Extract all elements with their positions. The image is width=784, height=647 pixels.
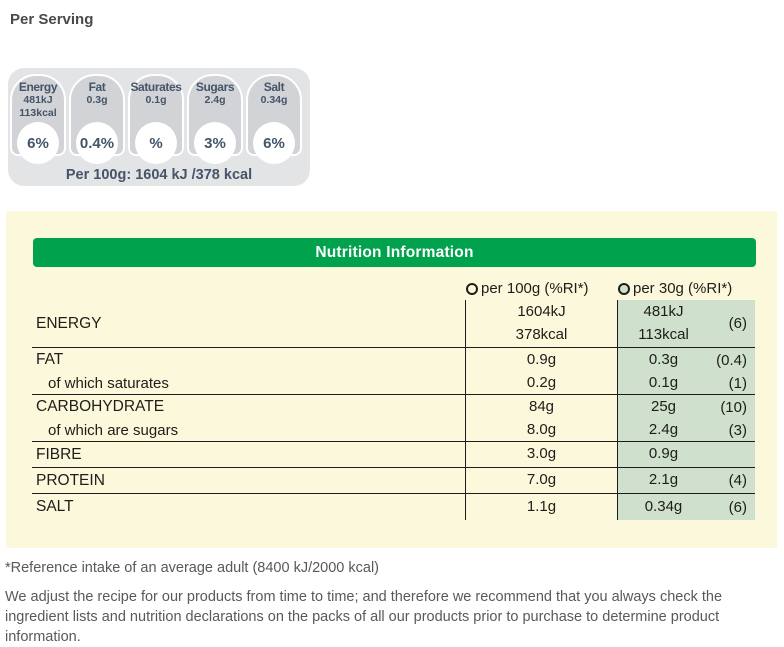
per-30g-value: 0.1g bbox=[648, 373, 679, 391]
badge-nutrient-name: Salt bbox=[263, 80, 285, 94]
table-row: FIBRE 3.0g 0.9g bbox=[32, 442, 755, 468]
badge-nutrient-name: Fat bbox=[88, 80, 106, 94]
per-30g-radio[interactable] bbox=[618, 282, 630, 295]
table-row: ENERGY 1604kJ 378kcal 481kJ 113kcal (6) bbox=[32, 300, 755, 348]
row-label: ENERGY bbox=[36, 314, 102, 332]
ri-percent: (0.4) bbox=[716, 351, 747, 369]
per-30g-value: 0.34g bbox=[644, 497, 683, 515]
per-100g-cell: 0.9g bbox=[465, 348, 617, 372]
per-30g-cell: 2.1g (4) bbox=[617, 468, 755, 493]
per-30g-value: 0.3g bbox=[648, 350, 679, 368]
badge-amount: 481kJ bbox=[23, 94, 53, 106]
nutrition-table-title: Nutrition Information bbox=[33, 238, 756, 267]
row-label: PROTEIN bbox=[36, 471, 105, 489]
ri-percent: (1) bbox=[728, 374, 747, 392]
ri-percent: (3) bbox=[728, 421, 747, 439]
nutrient-badge: Fat 0.3g 0.4% bbox=[69, 74, 125, 164]
per-30g-value: 2.1g bbox=[648, 471, 679, 489]
table-row: of which are sugars 8.0g 2.4g (3) bbox=[32, 419, 755, 442]
ri-percent: (4) bbox=[728, 472, 747, 489]
ri-percent: (6) bbox=[728, 315, 747, 332]
badge-amount: 2.4g bbox=[204, 94, 226, 106]
per-30g-cell: 0.3g (0.4) bbox=[617, 348, 755, 372]
badge-nutrient-name: Energy bbox=[18, 80, 58, 94]
badge-percent-circle: 6% bbox=[253, 122, 295, 164]
per-30g-value: 25g bbox=[650, 397, 677, 415]
nutrition-table: ENERGY 1604kJ 378kcal 481kJ 113kcal (6) FAT 0.9… bbox=[32, 300, 755, 520]
row-label: SALT bbox=[36, 498, 74, 515]
per-30g-cell: 0.9g bbox=[617, 442, 755, 467]
ri-percent: (6) bbox=[728, 498, 747, 516]
badge-amount: 113kcal bbox=[19, 107, 57, 120]
column-header-label: per 30g (%RI*) bbox=[633, 280, 733, 297]
column-header-label: per 100g (%RI*) bbox=[481, 280, 589, 297]
row-label: of which saturates bbox=[48, 374, 169, 392]
badge-amount: 0.3g bbox=[86, 94, 108, 106]
table-row: PROTEIN 7.0g 2.1g (4) bbox=[32, 468, 755, 494]
per-100g-cell: 7.0g bbox=[465, 468, 617, 493]
row-label: CARBOHYDRATE bbox=[36, 398, 165, 415]
reference-intake-footnote: *Reference intake of an average adult (8… bbox=[5, 560, 380, 576]
table-row: SALT 1.1g 0.34g (6) bbox=[32, 494, 755, 520]
column-header-per-100g: per 100g (%RI*) bbox=[465, 277, 617, 300]
table-row: FAT 0.9g 0.3g (0.4) bbox=[32, 348, 755, 372]
traffic-light-badges: Energy 481kJ 113kcal 6% Fat 0.3g 0.4% Saturates… bbox=[8, 68, 310, 164]
per-30g-value: 0.9g bbox=[648, 445, 679, 463]
recipe-disclaimer: We adjust the recipe for our products fr… bbox=[5, 589, 723, 645]
per-100g-cell: 8.0g bbox=[465, 419, 617, 441]
per-serving-heading: Per Serving bbox=[10, 11, 94, 28]
per-30g-cell: 0.1g (1) bbox=[617, 372, 755, 394]
badge-nutrient-name: Saturates bbox=[130, 80, 182, 94]
badge-percent-circle: % bbox=[135, 122, 177, 164]
badge-amount: 0.1g bbox=[145, 94, 167, 106]
badge-amount: 0.34g bbox=[260, 94, 288, 106]
per-30g-value: 2.4g bbox=[648, 420, 679, 438]
per-30g-value: 481kJ 113kcal bbox=[638, 303, 689, 343]
nutrition-panel: Nutrition Information per 100g (%RI*) pe… bbox=[6, 211, 777, 548]
nutrient-badge: Saturates 0.1g% bbox=[128, 74, 184, 164]
nutrient-badge: Energy 481kJ 113kcal 6% bbox=[10, 74, 66, 164]
per-100g-summary: Per 100g: 1604 kJ /378 kcal bbox=[65, 167, 253, 183]
per-100g-cell: 3.0g bbox=[465, 442, 617, 467]
row-label: FAT bbox=[36, 351, 64, 368]
nutrient-badge: Sugars 2.4g 3% bbox=[187, 74, 243, 164]
table-row: CARBOHYDRATE 84g 25g (10) bbox=[32, 395, 755, 419]
nutrient-badge: Salt 0.34g 6% bbox=[246, 74, 302, 164]
column-header-per-30g: per 30g (%RI*) bbox=[617, 277, 755, 300]
row-label: FIBRE bbox=[36, 445, 82, 463]
per-30g-cell: 2.4g (3) bbox=[617, 419, 755, 441]
per-100g-cell: 84g bbox=[465, 395, 617, 419]
badge-percent-circle: 6% bbox=[17, 122, 59, 164]
ri-percent: (10) bbox=[720, 398, 747, 416]
badge-nutrient-name: Sugars bbox=[195, 80, 235, 94]
per-30g-cell: 25g (10) bbox=[617, 395, 755, 419]
per-100g-cell: 0.2g bbox=[465, 372, 617, 394]
badge-percent-circle: 3% bbox=[194, 122, 236, 164]
per-30g-cell: 0.34g (6) bbox=[617, 494, 755, 520]
per-30g-cell: 481kJ 113kcal (6) bbox=[617, 300, 755, 347]
traffic-light-panel: Energy 481kJ 113kcal 6% Fat 0.3g 0.4% Saturates… bbox=[8, 68, 310, 186]
per-100g-cell: 1604kJ 378kcal bbox=[465, 300, 617, 347]
badge-percent-circle: 0.4% bbox=[76, 122, 118, 164]
column-headers: per 100g (%RI*) per 30g (%RI*) bbox=[465, 277, 755, 300]
table-row: of which saturates 0.2g 0.1g (1) bbox=[32, 372, 755, 395]
per-100g-radio[interactable] bbox=[466, 282, 478, 295]
per-100g-cell: 1.1g bbox=[465, 494, 617, 520]
row-label: of which are sugars bbox=[48, 421, 179, 439]
